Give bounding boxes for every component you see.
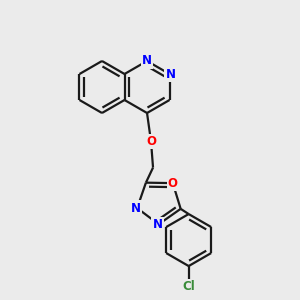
Text: Cl: Cl <box>182 280 195 293</box>
Text: N: N <box>131 202 141 214</box>
Text: N: N <box>153 218 163 231</box>
Text: O: O <box>146 135 156 148</box>
Text: O: O <box>168 177 178 190</box>
Text: N: N <box>142 55 152 68</box>
Text: N: N <box>166 68 176 80</box>
